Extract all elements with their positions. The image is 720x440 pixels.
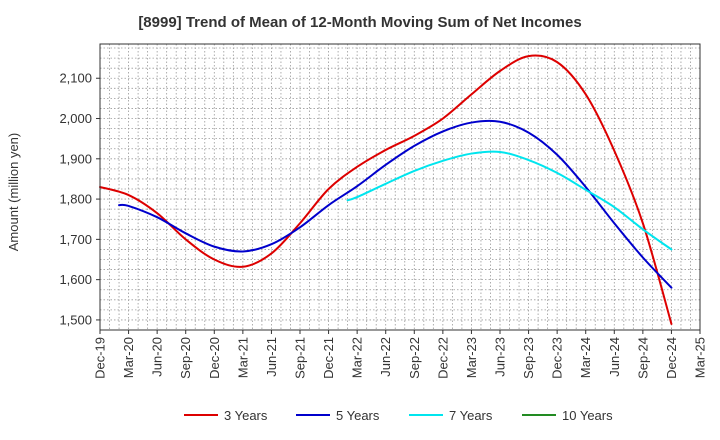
chart-title: [8999] Trend of Mean of 12-Month Moving …	[138, 14, 582, 31]
x-tick-label: Mar-20	[121, 337, 136, 378]
x-tick-label: Dec-20	[207, 337, 222, 379]
x-tick-label: Sep-21	[293, 337, 308, 379]
x-tick-label: Jun-21	[264, 337, 279, 377]
legend-label: 3 Years	[224, 408, 268, 423]
series-line-7-years	[346, 150, 673, 251]
legend-item-5-years: 5 Years	[296, 408, 380, 423]
series-line-5-years	[118, 119, 673, 289]
x-tick-label: Dec-23	[550, 337, 565, 379]
x-tick-label: Dec-21	[321, 337, 336, 379]
legend-item-7-years: 7 Years	[409, 408, 493, 423]
y-tick-label: 1,600	[59, 272, 92, 287]
y-axis: 1,500 1,600 1,700 1,800 1,900 2,000 2,100	[59, 71, 100, 327]
y-axis-label: Amount (million yen)	[6, 133, 21, 252]
x-tick-label: Mar-25	[693, 337, 708, 378]
legend-item-10-years: 10 Years	[522, 408, 613, 423]
x-tick-label: Mar-23	[464, 337, 479, 378]
y-tick-label: 1,900	[59, 151, 92, 166]
x-tick-label: Jun-22	[378, 337, 393, 377]
y-tick-label: 1,700	[59, 232, 92, 247]
grid-layer	[100, 44, 700, 331]
x-tick-label: Dec-24	[664, 337, 679, 379]
legend-label: 7 Years	[449, 408, 493, 423]
x-tick-label: Dec-19	[93, 337, 108, 379]
y-tick-label: 1,500	[59, 312, 92, 327]
x-tick-label: Jun-23	[493, 337, 508, 377]
x-tick-label: Mar-21	[235, 337, 250, 378]
legend-label: 5 Years	[336, 408, 380, 423]
x-tick-label: Mar-24	[578, 337, 593, 378]
x-tick-label: Sep-24	[635, 337, 650, 379]
legend-item-3-years: 3 Years	[184, 408, 268, 423]
series-line-3-years	[99, 54, 673, 325]
y-tick-label: 2,000	[59, 111, 92, 126]
x-axis: Dec-19 Mar-20 Jun-20 Sep-20 Dec-20 Mar-21 Jun-…	[93, 330, 708, 379]
x-tick-label: Dec-22	[435, 337, 450, 379]
series-layer	[99, 54, 673, 325]
legend: 3 Years 5 Years 7 Years 10 Years	[184, 408, 613, 423]
x-tick-label: Jun-20	[150, 337, 165, 377]
x-tick-label: Sep-20	[178, 337, 193, 379]
plot-frame	[99, 43, 701, 331]
x-tick-label: Jun-24	[607, 337, 622, 377]
legend-label: 10 Years	[562, 408, 613, 423]
y-tick-label: 1,800	[59, 192, 92, 207]
x-tick-label: Sep-22	[407, 337, 422, 379]
y-tick-label: 2,100	[59, 71, 92, 86]
x-tick-label: Mar-22	[350, 337, 365, 378]
x-tick-label: Sep-23	[521, 337, 536, 379]
